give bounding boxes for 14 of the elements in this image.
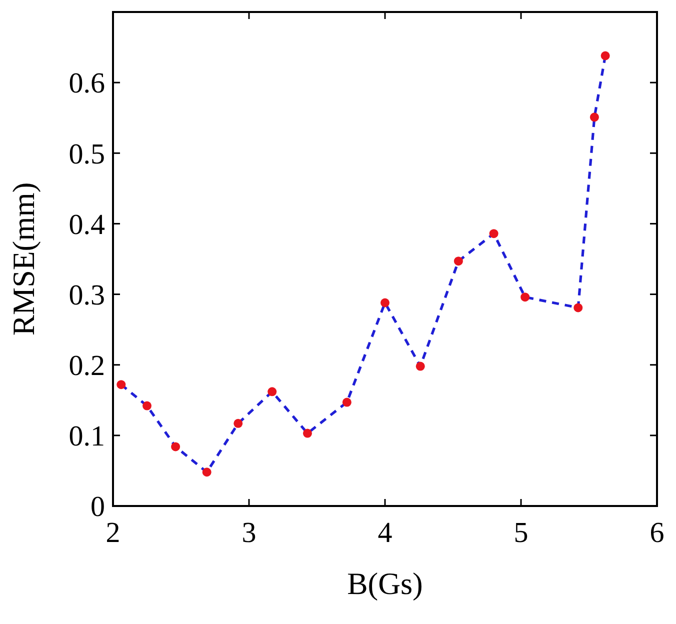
x-tick-label: 5 <box>514 517 528 549</box>
y-tick-label: 0.2 <box>68 350 105 382</box>
x-tick-label: 2 <box>106 517 120 549</box>
y-tick-label: 0.5 <box>68 138 105 170</box>
y-tick-label: 0.6 <box>68 68 105 100</box>
x-axis-title: B(Gs) <box>347 566 423 601</box>
y-tick-label: 0 <box>90 491 105 524</box>
x-tick-label: 4 <box>378 517 393 549</box>
x-tick-label: 6 <box>650 517 664 549</box>
y-tick-label: 0.3 <box>68 279 105 312</box>
y-tick-label: 0.4 <box>68 208 106 241</box>
y-axis-title: RMSE(mm) <box>6 182 41 336</box>
y-tick-label: 0.1 <box>68 420 105 453</box>
x-tick-label: 3 <box>242 517 256 549</box>
